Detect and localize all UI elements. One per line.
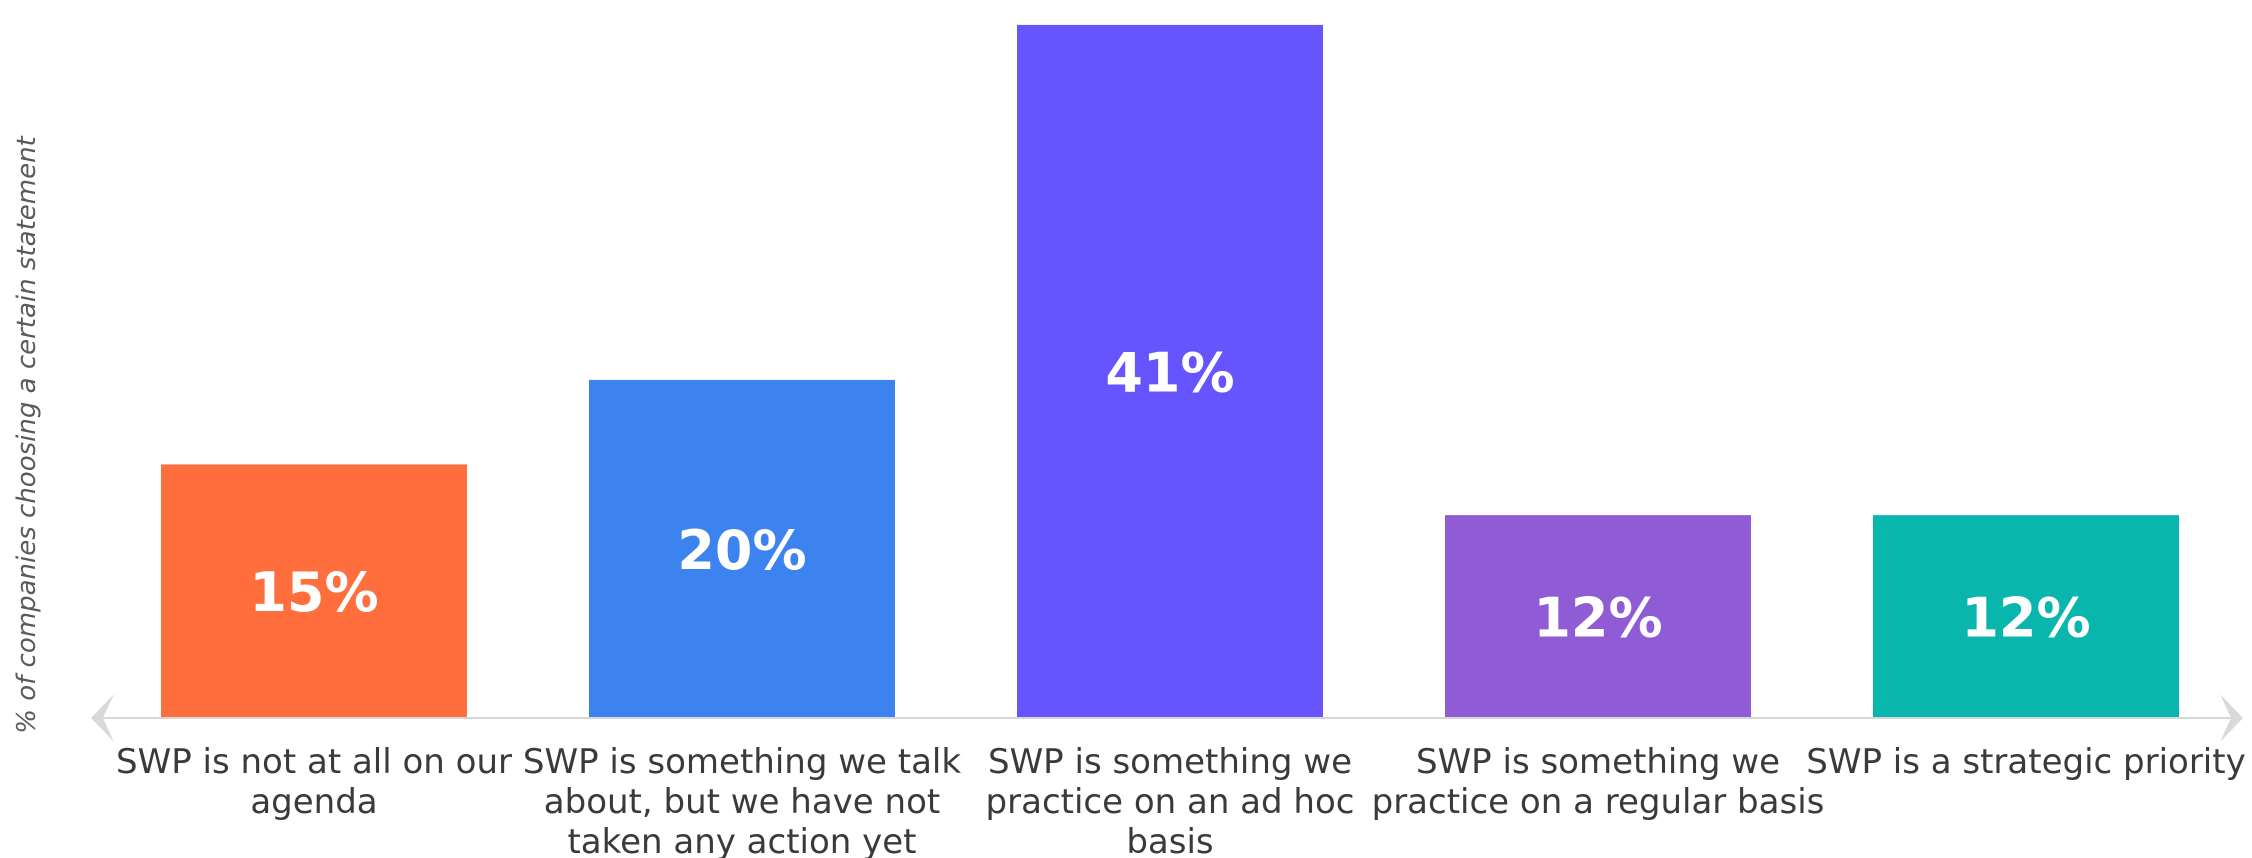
category-label-2-line-1: SWP is something we talk (523, 742, 961, 782)
category-label-1-line-1: SWP is not at all on our (116, 742, 512, 782)
bar-5 (1873, 515, 2179, 718)
bar-value-label-4: 12% (1533, 587, 1662, 650)
bars-group: 15% 20% 41% 12% 12% (161, 24, 2179, 718)
category-label-2-line-2: about, but we have not (544, 782, 940, 822)
bar-value-label-5: 12% (1961, 587, 2090, 650)
category-label-4-line-2: practice on a regular basis (1372, 782, 1825, 822)
category-label-3-line-2: practice on an ad hoc (986, 782, 1355, 822)
bar-value-label-1: 15% (249, 561, 378, 624)
category-label-4-line-1: SWP is something we (1416, 742, 1780, 782)
bar-value-label-2: 20% (677, 519, 806, 582)
bar-4 (1445, 515, 1751, 718)
category-label-3-line-1: SWP is something we (988, 742, 1352, 782)
bar-3 (1017, 24, 1323, 718)
scroll-right-arrow-icon[interactable] (2220, 694, 2243, 742)
bar-1 (161, 464, 467, 718)
category-label-1-line-2: agenda (250, 782, 377, 822)
category-label-5-line-1: SWP is a strategic priority (1806, 742, 2245, 782)
category-label-3-line-3: basis (1126, 822, 1213, 858)
y-axis-label: % of companies choosing a certain statem… (12, 135, 42, 733)
bar-2 (589, 379, 895, 718)
category-label-2-line-3: taken any action yet (567, 822, 916, 858)
scroll-left-arrow-icon[interactable] (91, 694, 114, 742)
bar-value-label-3: 41% (1105, 341, 1234, 404)
